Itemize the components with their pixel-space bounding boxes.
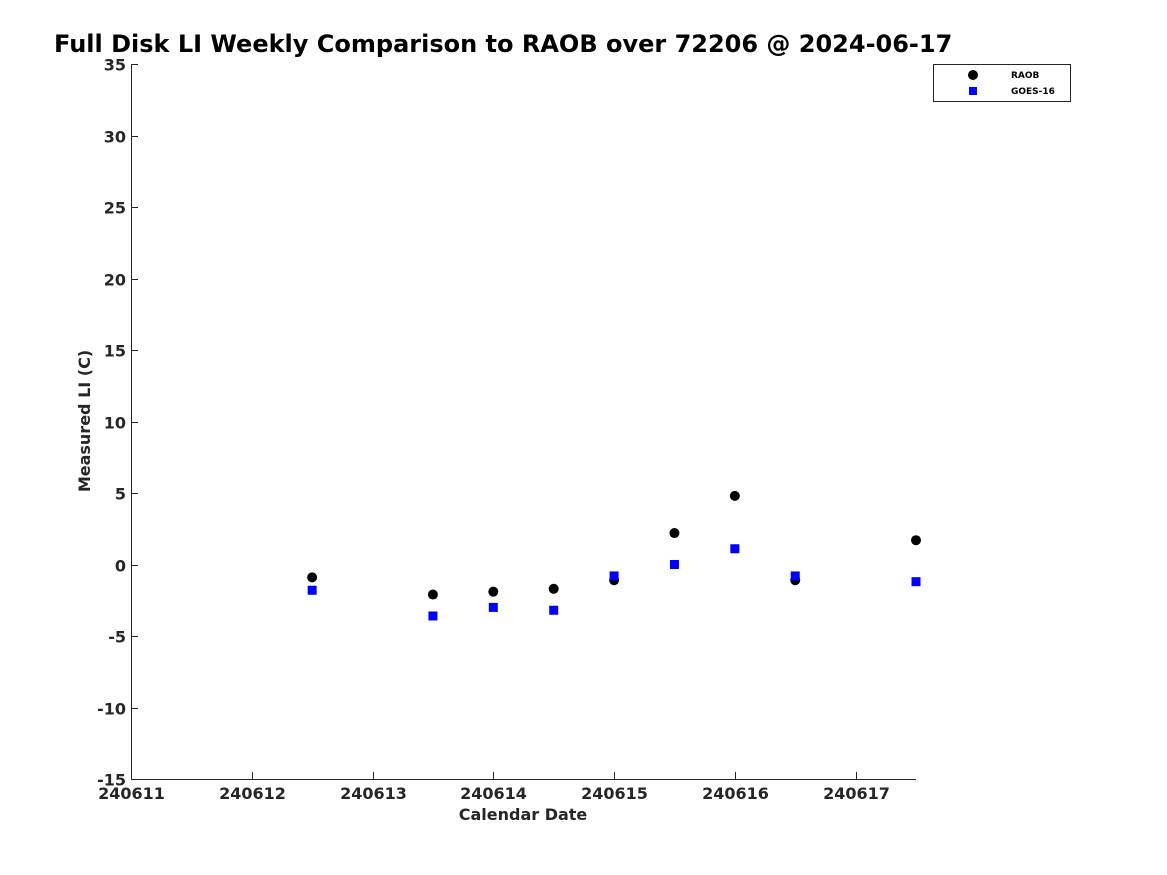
data-point xyxy=(729,490,740,501)
data-point xyxy=(427,589,438,600)
data-point xyxy=(549,605,559,615)
y-tick-label: -15 xyxy=(97,771,126,790)
legend-label: RAOB xyxy=(1011,71,1040,81)
data-point xyxy=(730,544,740,554)
legend-marker xyxy=(968,70,978,80)
y-tick-label: -5 xyxy=(108,628,126,647)
legend-label: GOES-16 xyxy=(1011,87,1055,97)
data-point xyxy=(548,583,559,594)
data-point xyxy=(609,571,619,581)
plot-area xyxy=(307,490,921,621)
y-axis-ticks: 35 30 25 20 15 10 5 0 -5 -10 -15 xyxy=(97,56,138,790)
x-tick-label: 240615 xyxy=(581,784,648,803)
x-tick-label: 240614 xyxy=(460,784,527,803)
data-point xyxy=(790,571,800,581)
data-point xyxy=(307,585,317,595)
x-tick-label: 240611 xyxy=(98,784,165,803)
data-point xyxy=(428,611,438,621)
legend-box xyxy=(933,64,1071,102)
data-point xyxy=(669,560,679,569)
chart-title: Full Disk LI Weekly Comparison to RAOB o… xyxy=(54,30,952,58)
x-axis-ticks: 240611 240612 240613 240614 240615 240616 2406… xyxy=(98,772,890,803)
x-tick-label: 240617 xyxy=(823,784,890,803)
x-tick-label: 240616 xyxy=(702,784,769,803)
legend: RAOB GOES-16 xyxy=(933,64,1071,102)
y-tick-label: 15 xyxy=(104,342,126,361)
data-point xyxy=(488,602,498,612)
x-tick-label: 240612 xyxy=(219,784,286,803)
data-point xyxy=(911,577,921,587)
data-point xyxy=(911,535,921,546)
y-tick-label: 10 xyxy=(104,414,126,433)
y-tick-label: 25 xyxy=(104,199,126,218)
y-tick-label: 0 xyxy=(115,557,126,576)
y-axis-label: Measured LI (C) xyxy=(75,350,94,492)
legend-marker xyxy=(969,87,977,95)
y-tick-label: 5 xyxy=(115,485,126,504)
data-point xyxy=(307,572,318,583)
series-goes-16 xyxy=(307,544,921,621)
data-point xyxy=(488,586,499,597)
data-point xyxy=(669,528,680,539)
y-tick-label: 30 xyxy=(104,128,126,147)
x-tick-label: 240613 xyxy=(340,784,407,803)
y-tick-label: 35 xyxy=(104,56,126,75)
y-tick-label: -10 xyxy=(97,700,126,719)
y-tick-label: 20 xyxy=(104,271,126,290)
x-axis-label: Calendar Date xyxy=(459,805,588,824)
series-raob xyxy=(307,490,921,600)
